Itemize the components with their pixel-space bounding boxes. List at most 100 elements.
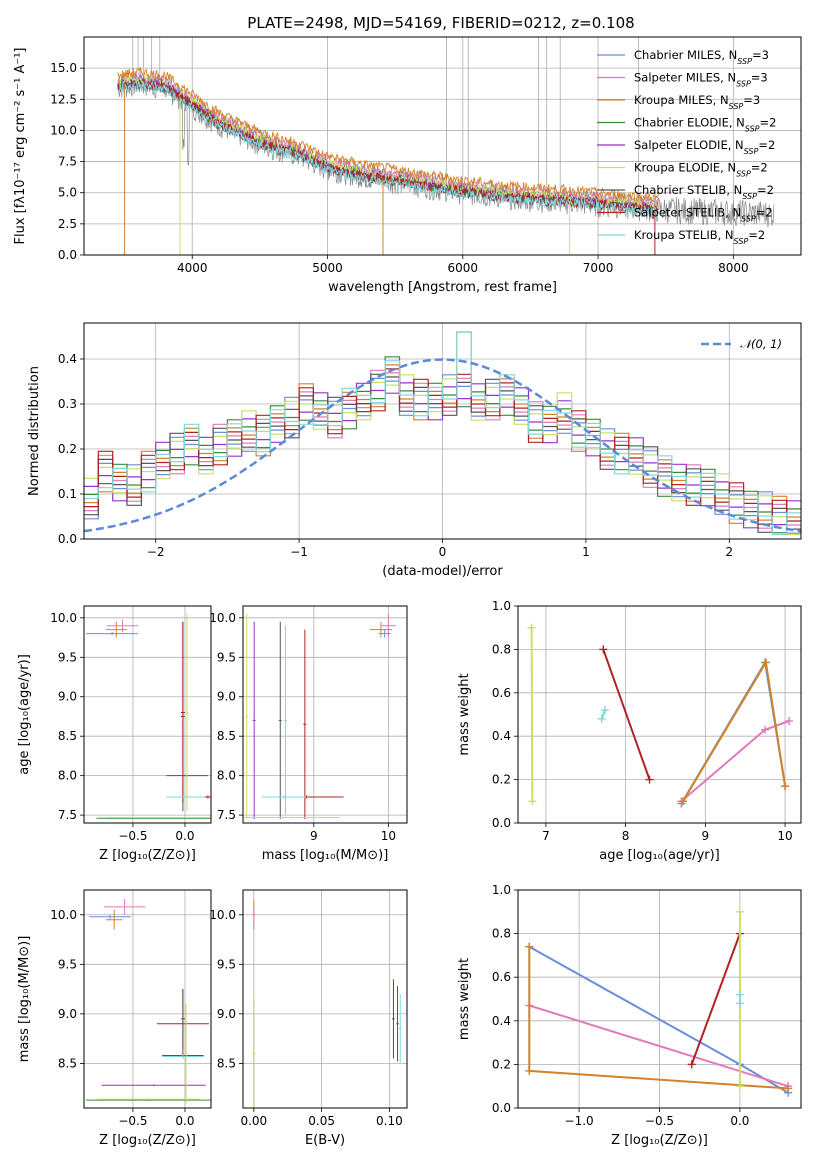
legend-entry: Kroupa STELIB, NSSP=2 — [634, 228, 765, 246]
x-axis-label: (data-model)/error — [382, 564, 503, 579]
y-tick-label: 10.0 — [50, 611, 77, 625]
y-tick-label: 9.0 — [58, 1007, 77, 1021]
y-tick-label: 10.0 — [209, 908, 236, 922]
y-tick-label: 0.2 — [492, 1057, 511, 1071]
y-axis-label: Flux [fλ10⁻¹⁷ erg cm⁻² s⁻¹ A⁻¹] — [13, 48, 28, 245]
x-tick-label: 5000 — [312, 261, 343, 275]
plot-area-weight-vs-Z — [525, 907, 793, 1097]
axes-frame — [83, 322, 802, 540]
x-tick-label: 8000 — [718, 261, 749, 275]
panel-spectrum: 4000 5000 6000 7000 8000 0.0 2.5 5.0 7.5 10.0 12.5… — [13, 36, 802, 295]
x-tick-label: −2 — [147, 545, 165, 559]
x-tick-label: −0.5 — [118, 829, 147, 843]
y-tick-label: 9.0 — [217, 690, 236, 704]
y-tick-label: 7.5 — [217, 808, 236, 822]
series-salpeter-miles — [529, 1004, 789, 1088]
y-tick-label: 0.4 — [58, 352, 77, 366]
y-tick-label: 1.0 — [492, 883, 511, 897]
axes-frame — [242, 889, 408, 1109]
series-salpeter-miles — [680, 720, 790, 803]
model-kroupa-stelib — [117, 80, 659, 216]
axes-frame — [83, 605, 212, 824]
plot-area-weight-vs-age — [527, 623, 794, 808]
y-tick-label: 0.6 — [492, 686, 511, 700]
y-tick-label: 10.0 — [50, 908, 77, 922]
y-tick-label: 10.0 — [50, 123, 77, 137]
series-salpeter-stelib — [602, 649, 651, 780]
y-axis-label: Normed distribution — [27, 366, 42, 496]
gaussian-curve — [84, 358, 801, 533]
y-tick-label: 9.5 — [217, 957, 236, 971]
panel-mass-vs-EBV: 0.00 0.05 0.10 8.5 9.0 9.5 10.0 E(B-V) — [209, 889, 408, 1148]
series-kroupa-miles — [682, 659, 787, 802]
x-axis-label: Z [log₁₀(Z/Z⊙)] — [99, 1133, 196, 1148]
y-axis-label: mass weight — [457, 958, 472, 1040]
plot-area-mass-vs-EBV — [252, 899, 402, 1108]
x-tick-label: 0.0 — [175, 829, 194, 843]
y-tick-label: 0.1 — [58, 487, 77, 501]
y-tick-label: 0.0 — [492, 1101, 511, 1115]
y-tick-label: 0.3 — [58, 397, 77, 411]
panel-age-vs-Z: −0.5 0.0 7.5 8.0 8.5 9.0 9.5 10.0 Z [log₁₀(Z/Z⊙)… — [17, 605, 212, 863]
legend-entry: Salpeter STELIB, NSSP=2 — [634, 206, 773, 224]
plot-area-mass-vs-Z — [86, 898, 211, 1104]
plot-area-residuals — [84, 331, 801, 536]
x-tick-label: 0.05 — [308, 1114, 335, 1128]
y-tick-label: 8.0 — [58, 769, 77, 783]
y-tick-label: 8.0 — [217, 769, 236, 783]
y-tick-label: 8.5 — [217, 1056, 236, 1070]
y-tick-label: 12.5 — [50, 92, 77, 106]
legend-entry: Salpeter MILES, NSSP=3 — [634, 71, 768, 89]
x-tick-label: 0.10 — [376, 1114, 403, 1128]
x-tick-label: 8 — [622, 829, 630, 843]
y-tick-label: 7.5 — [58, 155, 77, 169]
y-axis-label: age [log₁₀(age/yr)] — [17, 654, 32, 775]
x-tick-label: −0.5 — [118, 1114, 147, 1128]
x-tick-label: 1 — [582, 545, 590, 559]
y-tick-label: 9.0 — [217, 1007, 236, 1021]
series-salpeter-stelib — [690, 933, 741, 1065]
axes-frame — [517, 889, 802, 1109]
legend-entry: Kroupa MILES, NSSP=3 — [634, 93, 760, 111]
legend-entry: Salpeter ELODIE, NSSP=2 — [634, 138, 775, 156]
y-tick-label: 0.8 — [492, 927, 511, 941]
hist-salpeter-stelib — [84, 368, 801, 525]
panel-residuals: −2 −1 0 1 2 0.0 0.1 0.2 0.3 0.4 (data-model)/error… — [27, 322, 802, 579]
axes-frame — [83, 36, 802, 256]
x-tick-label: 0.0 — [730, 1114, 749, 1128]
y-tick-label: 0.2 — [492, 773, 511, 787]
x-axis-label: Z [log₁₀(Z/Z⊙)] — [99, 848, 196, 863]
y-tick-label: 10.0 — [209, 611, 236, 625]
x-tick-label: 4000 — [177, 261, 208, 275]
series-chabrier-miles — [528, 945, 789, 1094]
y-tick-label: 9.5 — [217, 650, 236, 664]
x-tick-label: 9 — [702, 829, 710, 843]
x-tick-label: −1 — [290, 545, 308, 559]
data-spectrum-line — [117, 70, 775, 228]
legend-entry: 𝒩(0, 1) — [740, 337, 782, 351]
x-axis-label: age [log₁₀(age/yr)] — [599, 848, 720, 863]
model-kroupa-miles — [117, 67, 659, 204]
y-tick-label: 0.4 — [492, 729, 511, 743]
plot-area-age-vs-Z — [86, 613, 211, 820]
y-tick-label: 0.0 — [492, 816, 511, 830]
x-tick-label: 10 — [777, 829, 792, 843]
x-tick-label: 10 — [381, 829, 396, 843]
y-tick-label: 8.5 — [58, 729, 77, 743]
axes-frame — [83, 889, 212, 1109]
x-axis-label: wavelength [Angstrom, rest frame] — [328, 280, 557, 295]
y-tick-label: 5.0 — [58, 186, 77, 200]
x-tick-label: −0.5 — [645, 1114, 674, 1128]
model-salpeter-stelib — [117, 77, 659, 214]
y-tick-label: 0.8 — [492, 642, 511, 656]
x-axis-label: Z [log₁₀(Z/Z⊙)] — [611, 1133, 708, 1148]
y-tick-label: 8.5 — [217, 729, 236, 743]
legend-entry: Kroupa ELODIE, NSSP=2 — [634, 161, 768, 179]
x-tick-label: 2 — [725, 545, 733, 559]
panel-age-vs-mass: 9 10 7.5 8.0 8.5 9.0 9.5 10.0 mass [log₁₀(M/M⊙)] — [209, 605, 408, 863]
y-tick-label: 0.2 — [58, 442, 77, 456]
legend: Chabrier MILES, NSSP=3 Salpeter MILES, NS… — [597, 48, 776, 246]
axes-frame — [517, 605, 802, 824]
legend-entry: Chabrier ELODIE, NSSP=2 — [634, 116, 776, 134]
